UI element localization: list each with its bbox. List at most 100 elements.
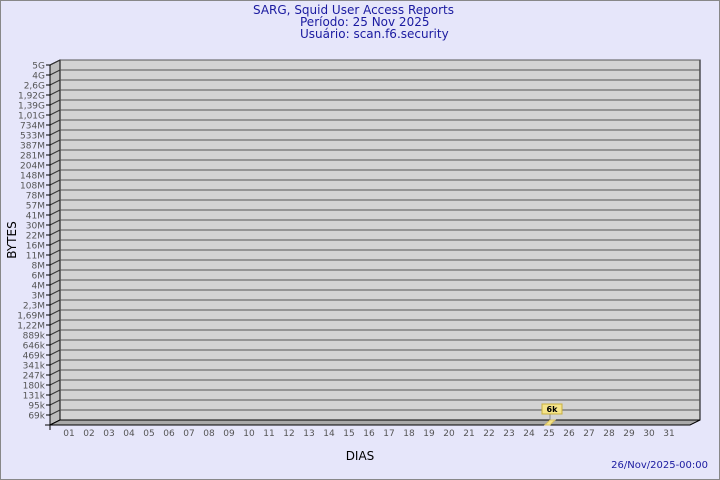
x-tick-label: 20 <box>443 429 455 439</box>
y-tick-label: 108M <box>20 182 45 192</box>
x-axis-title: DIAS <box>346 449 375 463</box>
x-tick-label: 18 <box>403 429 415 439</box>
data-label: 6k <box>547 405 559 414</box>
gridline-side <box>49 339 61 346</box>
y-tick-label: 387M <box>20 142 45 152</box>
x-tick-label: 01 <box>63 429 74 439</box>
y-tick-label: 4G <box>32 72 45 82</box>
y-tick-label: 22M <box>26 232 45 242</box>
x-tick-label: 11 <box>263 429 274 439</box>
y-tick-label: 341k <box>23 362 46 372</box>
x-tick-label: 28 <box>603 429 615 439</box>
x-tick-label: 02 <box>83 429 94 439</box>
gridline-side <box>49 299 61 306</box>
x-tick-label: 19 <box>423 429 435 439</box>
y-tick-label: 533M <box>20 132 45 142</box>
gridline-side <box>49 209 61 216</box>
gridline-side <box>49 399 61 406</box>
gridline-side <box>49 409 61 416</box>
gridline-side <box>49 269 61 276</box>
gridline-side <box>49 159 61 166</box>
y-tick-label: 247k <box>23 372 46 382</box>
x-tick-label: 09 <box>223 429 235 439</box>
chart-title: SARG, Squid User Access Reports <box>253 3 455 17</box>
gridline-side <box>49 99 61 106</box>
y-tick-label: 1,01G <box>18 112 45 122</box>
x-tick-label: 03 <box>103 429 114 439</box>
plot-floor <box>49 419 701 426</box>
x-tick-label: 26 <box>563 429 575 439</box>
y-tick-label: 41M <box>26 212 45 222</box>
x-tick-label: 24 <box>523 429 535 439</box>
gridline-side <box>49 349 61 356</box>
y-tick-label: 30M <box>26 222 45 232</box>
x-tick-label: 25 <box>543 429 554 439</box>
gridline-side <box>49 89 61 96</box>
x-tick-label: 13 <box>303 429 314 439</box>
gridline-side <box>49 59 61 66</box>
y-tick-label: 889k <box>23 332 46 342</box>
x-tick-label: 05 <box>143 429 154 439</box>
gridline-side <box>49 179 61 186</box>
x-tick-label: 10 <box>243 429 255 439</box>
x-tick-label: 22 <box>483 429 494 439</box>
x-tick-label: 17 <box>383 429 394 439</box>
y-tick-label: 734M <box>20 122 45 132</box>
x-tick-label: 23 <box>503 429 514 439</box>
gridline-side <box>49 109 61 116</box>
gridline-side <box>49 189 61 196</box>
x-tick-label: 06 <box>163 429 175 439</box>
y-tick-label: 6M <box>32 272 46 282</box>
y-tick-label: 8M <box>32 262 46 272</box>
y-tick-label: 1,92G <box>18 92 45 102</box>
gridline-side <box>49 259 61 266</box>
y-tick-label: 1,69M <box>17 312 45 322</box>
gridline-side <box>49 199 61 206</box>
chart-period: Período: 25 Nov 2025 <box>300 15 430 29</box>
y-tick-label: 11M <box>26 252 45 262</box>
x-tick-label: 21 <box>463 429 474 439</box>
gridline-side <box>49 369 61 376</box>
x-tick-label: 08 <box>203 429 215 439</box>
y-tick-label: 131k <box>23 392 46 402</box>
x-tick-label: 07 <box>183 429 194 439</box>
x-tick-label: 14 <box>323 429 335 439</box>
x-tick-label: 27 <box>583 429 594 439</box>
y-tick-label: 646k <box>23 342 46 352</box>
y-tick-label: 148M <box>20 172 45 182</box>
x-tick-label: 15 <box>343 429 354 439</box>
gridline-side <box>49 79 61 86</box>
gridline-side <box>49 69 61 76</box>
data-label-box <box>541 403 563 415</box>
y-tick-label: 3M <box>32 292 46 302</box>
y-tick-label: 2,3M <box>23 302 45 312</box>
gridline-side <box>49 229 61 236</box>
bar-day-25 <box>543 419 557 426</box>
gridline-side <box>49 379 61 386</box>
gridline-side <box>49 329 61 336</box>
y-tick-label: 469k <box>23 352 46 362</box>
gridline-side <box>49 119 61 126</box>
chart-user: Usuário: scan.f6.security <box>300 27 449 41</box>
y-tick-label: 78M <box>26 192 45 202</box>
y-tick-label: 69k <box>28 412 45 422</box>
gridline-side <box>49 249 61 256</box>
gridline-side <box>49 129 61 136</box>
gridline-side <box>49 219 61 226</box>
gridline-side <box>49 239 61 246</box>
gridline-side <box>49 289 61 296</box>
y-tick-label: 95k <box>28 402 45 412</box>
y-tick-label: 1,39G <box>18 102 45 112</box>
y-tick-label: 4M <box>32 282 46 292</box>
gridline-side <box>49 389 61 396</box>
y-axis-title: BYTES <box>5 221 19 258</box>
x-tick-label: 31 <box>663 429 674 439</box>
gridline-side <box>49 149 61 156</box>
y-tick-label: 204M <box>20 162 45 172</box>
gridline-side <box>49 319 61 326</box>
y-tick-label: 2,6G <box>24 82 45 92</box>
y-tick-label: 57M <box>26 202 45 212</box>
x-tick-label: 29 <box>623 429 635 439</box>
y-tick-label: 5G <box>32 62 45 72</box>
